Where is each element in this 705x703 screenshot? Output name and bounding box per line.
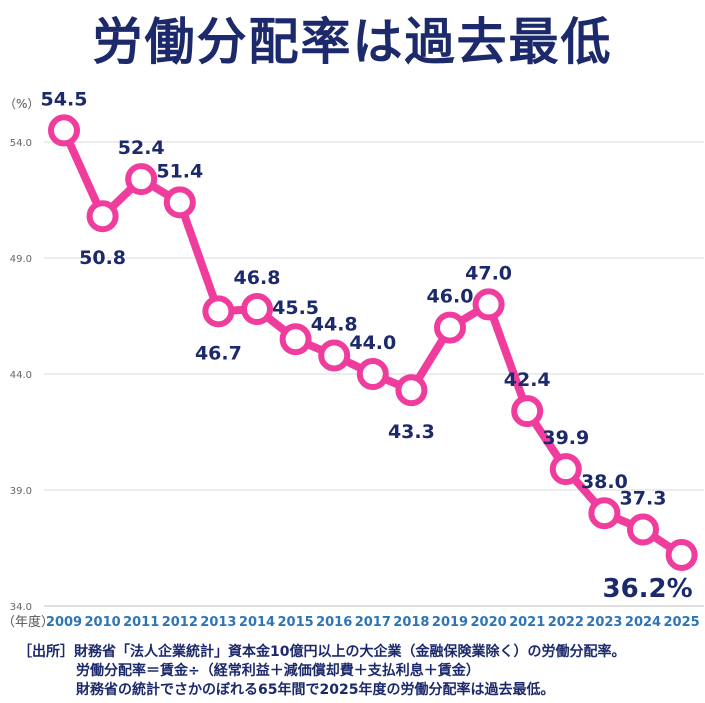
- x-tick-label: 2015: [278, 615, 314, 630]
- x-tick-label: 2020: [471, 615, 507, 630]
- data-point: [86, 200, 119, 233]
- data-label: 52.4: [118, 137, 165, 159]
- data-point: [395, 374, 428, 407]
- data-label: 36.2%: [602, 574, 692, 604]
- x-axis-label: （年度）: [2, 614, 54, 630]
- x-tick-label: 2022: [548, 615, 584, 630]
- data-point: [588, 497, 621, 530]
- data-label: 46.0: [427, 286, 474, 308]
- line-chart: （%） （年度） 34.039.044.049.054.0 2009 2010 20…: [2, 88, 704, 630]
- note-source: ［出所］財務省「法人企業統計」資本金10億円以上の大企業（金融保険業除く）の労働…: [18, 644, 626, 660]
- y-tick-label: 54.0: [10, 138, 32, 149]
- note-definition: 労働分配率＝賃金÷（経常利益＋減価償却費＋支払利息＋賃金）: [76, 663, 480, 679]
- data-label: 37.3: [620, 487, 667, 509]
- x-tick-label: 2019: [432, 615, 468, 630]
- data-label: 46.7: [195, 342, 242, 364]
- data-label: 44.0: [349, 332, 396, 354]
- data-labels: 54.5 50.8 52.451.4 46.7 46.8 45.544.844.0 43.3…: [41, 88, 693, 604]
- x-tick-label: 2021: [509, 615, 545, 630]
- data-point: [202, 295, 235, 328]
- data-point: [665, 538, 698, 571]
- data-label: 44.8: [311, 313, 358, 335]
- data-point: [472, 288, 505, 321]
- x-tick-label: 2010: [85, 615, 121, 630]
- y-tick-label: 49.0: [10, 254, 32, 265]
- data-label: 38.0: [581, 471, 628, 493]
- source-notes: ［出所］財務省「法人企業統計」資本金10億円以上の大企業（金融保険業除く）の労働…: [18, 643, 625, 700]
- data-point: [48, 114, 80, 147]
- data-label: 42.4: [504, 369, 551, 391]
- data-point: [318, 339, 351, 372]
- data-label: 46.8: [234, 267, 281, 289]
- y-tick-label: 34.0: [10, 602, 32, 613]
- x-tick-label: 2023: [586, 615, 622, 630]
- markers: [48, 114, 698, 571]
- data-point: [549, 453, 582, 486]
- data-point: [511, 395, 544, 428]
- x-tick-label: 2025: [664, 615, 700, 630]
- data-point: [125, 163, 158, 196]
- data-label: 50.8: [79, 247, 126, 269]
- data-point: [434, 311, 466, 344]
- data-point: [627, 513, 659, 546]
- x-tick-label: 2011: [123, 615, 159, 630]
- data-point: [163, 186, 196, 219]
- data-label: 51.4: [156, 160, 203, 182]
- data-label: 43.3: [388, 421, 435, 443]
- data-label: 47.0: [465, 262, 512, 284]
- chart-title: 労働分配率は過去最低: [92, 13, 613, 71]
- y-tick-label: 39.0: [10, 486, 32, 497]
- x-tick-label: 2017: [355, 615, 391, 630]
- data-label: 39.9: [542, 427, 589, 449]
- x-tick-label: 2013: [200, 615, 236, 630]
- data-point: [279, 323, 312, 356]
- data-label: 45.5: [272, 297, 319, 319]
- x-tick-label: 2012: [162, 615, 198, 630]
- x-tick-label: 2016: [316, 615, 352, 630]
- data-point: [241, 293, 273, 326]
- x-tick-labels: 2009 2010 2011 2012 2013 2014 2015 2016 2017 2018…: [46, 615, 700, 630]
- y-tick-labels: 34.0 39.0 44.0 49.0 54.0: [10, 138, 32, 613]
- x-tick-label: 2014: [239, 615, 275, 630]
- x-tick-label: 2024: [625, 615, 661, 630]
- data-label: 54.5: [41, 88, 88, 110]
- x-tick-label: 2009: [46, 615, 82, 630]
- data-point: [356, 358, 389, 390]
- note-conclusion: 財務省の統計でさかのぼれる65年間で2025年度の労働分配率は過去最低。: [76, 682, 555, 698]
- y-unit-label: （%）: [4, 97, 39, 111]
- y-tick-label: 44.0: [10, 370, 32, 381]
- x-tick-label: 2018: [393, 615, 429, 630]
